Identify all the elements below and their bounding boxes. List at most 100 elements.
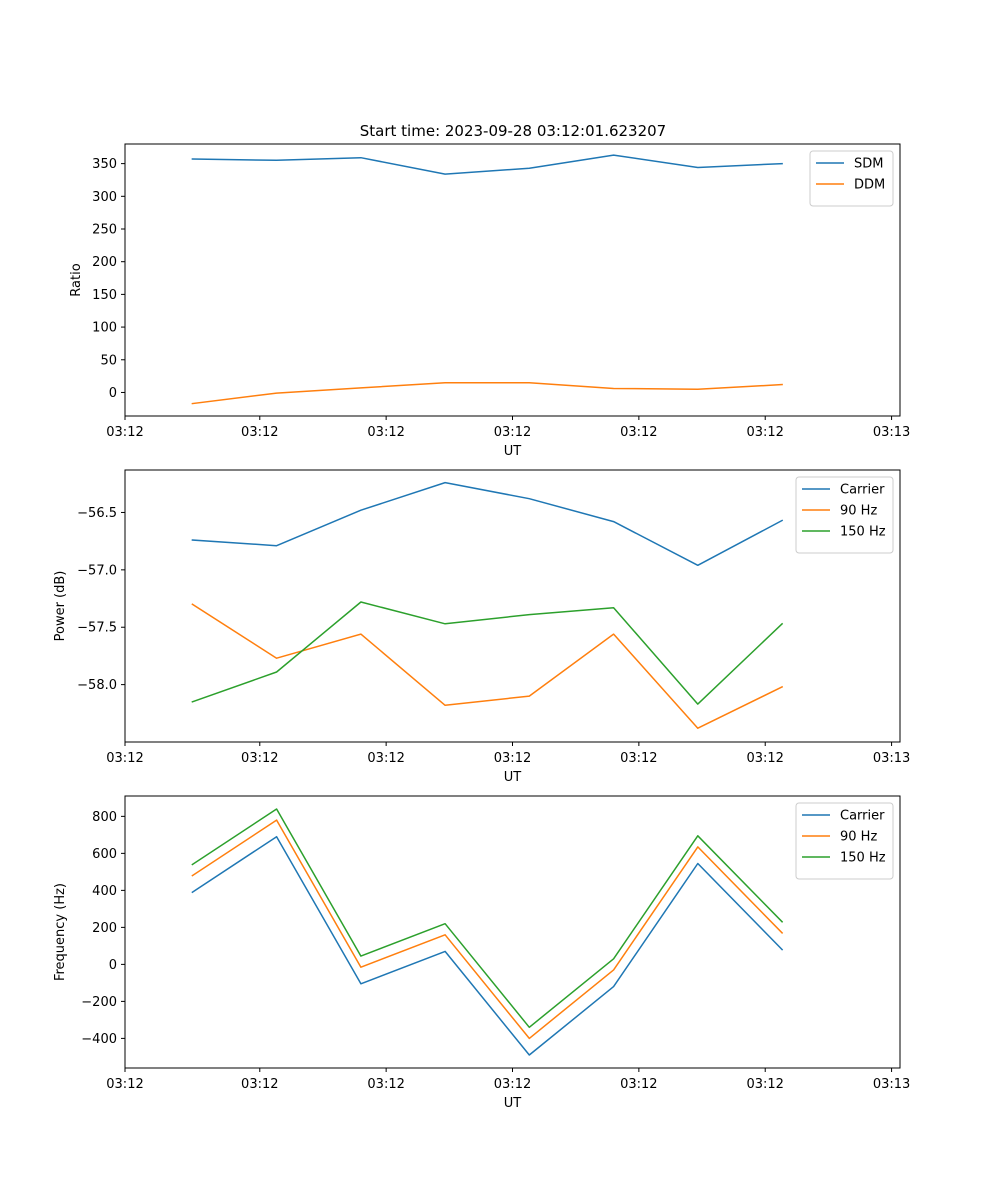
data-point-150-hz-1 xyxy=(275,671,278,674)
x-tick-label: 03:12 xyxy=(241,751,278,766)
series-line-150-hz xyxy=(191,808,784,1029)
data-point-ddm-2 xyxy=(359,386,362,389)
x-tick-label: 03:12 xyxy=(746,1077,783,1092)
data-point-carrier-3 xyxy=(444,950,447,953)
data-point-sdm-6 xyxy=(696,166,699,169)
data-point-sdm-4 xyxy=(528,167,531,170)
data-point-ddm-5 xyxy=(612,387,615,390)
subplots: 03:12 03:12 03:12 03:12 03:12 03:12 03:13 0 50 10… xyxy=(53,143,910,1111)
x-tick-label: 03:12 xyxy=(620,751,657,766)
series-line-sdm xyxy=(191,154,783,175)
data-point-90-hz-4 xyxy=(528,695,531,698)
series-line-carrier xyxy=(191,481,784,567)
x-tick-label: 03:12 xyxy=(241,1077,278,1092)
legend: SDM DDM xyxy=(809,150,894,207)
y-axis-label: Ratio xyxy=(69,263,84,296)
data-point-150-hz-5 xyxy=(612,957,615,960)
data-point-sdm-3 xyxy=(444,173,447,176)
x-tick-label: 03:12 xyxy=(106,1077,143,1092)
y-tick-label: 150 xyxy=(92,288,117,303)
data-point-carrier-6 xyxy=(696,564,699,567)
data-point-carrier-5 xyxy=(612,985,615,988)
data-point-150-hz-7 xyxy=(781,920,784,923)
series-line-90-hz xyxy=(191,603,784,729)
axes-frame xyxy=(124,469,901,743)
legend-label-90-hz: 90 Hz xyxy=(840,830,877,845)
y-axis-label: Frequency (Hz) xyxy=(53,883,68,981)
data-point-90-hz-0 xyxy=(191,603,194,606)
legend-label-150-hz: 150 Hz xyxy=(840,851,886,866)
data-point-carrier-6 xyxy=(696,862,699,865)
data-point-sdm-0 xyxy=(191,158,194,161)
y-tick-label: 400 xyxy=(92,884,117,899)
y-axis-label: Power (dB) xyxy=(53,571,68,642)
x-tick-label: 03:12 xyxy=(746,425,783,440)
x-tick-label: 03:12 xyxy=(367,425,404,440)
data-point-90-hz-1 xyxy=(275,657,278,660)
data-point-carrier-2 xyxy=(359,982,362,985)
x-tick-label: 03:12 xyxy=(494,1077,531,1092)
data-point-150-hz-6 xyxy=(696,703,699,706)
data-point-sdm-1 xyxy=(275,159,278,162)
legend-box xyxy=(795,802,894,880)
x-tick-label: 03:12 xyxy=(494,425,531,440)
y-tick-label: −58.0 xyxy=(77,678,117,693)
data-point-carrier-3 xyxy=(444,481,447,484)
data-point-90-hz-5 xyxy=(612,633,615,636)
data-point-carrier-1 xyxy=(275,835,278,838)
data-point-ddm-6 xyxy=(696,388,699,391)
data-point-90-hz-0 xyxy=(191,874,194,877)
axes-frame xyxy=(124,795,901,1069)
x-tick-label: 03:12 xyxy=(367,1077,404,1092)
data-point-150-hz-5 xyxy=(612,606,615,609)
y-tick-label: −57.0 xyxy=(77,563,117,578)
y-tick-label: 200 xyxy=(92,921,117,936)
data-point-150-hz-6 xyxy=(696,834,699,837)
legend-label-carrier: Carrier xyxy=(840,809,885,824)
data-point-carrier-4 xyxy=(528,497,531,500)
axes-frame xyxy=(124,143,901,417)
data-point-90-hz-1 xyxy=(275,819,278,822)
y-tick-label: −56.5 xyxy=(77,506,117,521)
legend-box xyxy=(795,476,894,554)
data-point-ddm-1 xyxy=(275,392,278,395)
x-tick-label: 03:12 xyxy=(620,425,657,440)
data-point-carrier-0 xyxy=(191,891,194,894)
data-point-90-hz-3 xyxy=(444,704,447,707)
data-point-150-hz-3 xyxy=(444,622,447,625)
y-tick-label: 600 xyxy=(92,847,117,862)
data-point-90-hz-5 xyxy=(612,968,615,971)
data-point-90-hz-4 xyxy=(528,1037,531,1040)
legend-label-sdm: SDM xyxy=(854,157,883,172)
x-tick-label: 03:12 xyxy=(106,751,143,766)
x-tick-label: 03:12 xyxy=(746,751,783,766)
data-point-90-hz-7 xyxy=(781,685,784,688)
data-point-90-hz-2 xyxy=(359,633,362,636)
data-point-150-hz-1 xyxy=(275,808,278,811)
series-line-90-hz xyxy=(191,819,784,1040)
y-tick-label: 50 xyxy=(100,353,117,368)
y-tick-label: 0 xyxy=(109,386,117,401)
data-point-90-hz-3 xyxy=(444,933,447,936)
x-tick-label: 03:13 xyxy=(873,751,910,766)
y-tick-label: −400 xyxy=(81,1032,117,1047)
y-tick-label: 0 xyxy=(109,958,117,973)
data-point-150-hz-0 xyxy=(191,863,194,866)
legend-label-90-hz: 90 Hz xyxy=(840,504,877,519)
y-tick-label: −57.5 xyxy=(77,621,117,636)
x-tick-label: 03:12 xyxy=(494,751,531,766)
data-point-150-hz-2 xyxy=(359,955,362,958)
data-point-150-hz-4 xyxy=(528,1026,531,1029)
legend-label-150-hz: 150 Hz xyxy=(840,525,886,540)
legend-label-carrier: Carrier xyxy=(840,483,885,498)
x-axis-label: UT xyxy=(504,444,522,459)
data-point-150-hz-7 xyxy=(781,622,784,625)
x-axis-label: UT xyxy=(504,1096,522,1111)
data-point-150-hz-0 xyxy=(191,700,194,703)
subplot-ratio: 03:12 03:12 03:12 03:12 03:12 03:12 03:13 0 50 10… xyxy=(69,143,910,459)
series-line-150-hz xyxy=(191,601,784,705)
data-point-sdm-7 xyxy=(781,162,784,165)
y-tick-label: −200 xyxy=(81,995,117,1010)
y-tick-label: 250 xyxy=(92,223,117,238)
legend: Carrier 90 Hz 150 Hz xyxy=(795,476,894,554)
